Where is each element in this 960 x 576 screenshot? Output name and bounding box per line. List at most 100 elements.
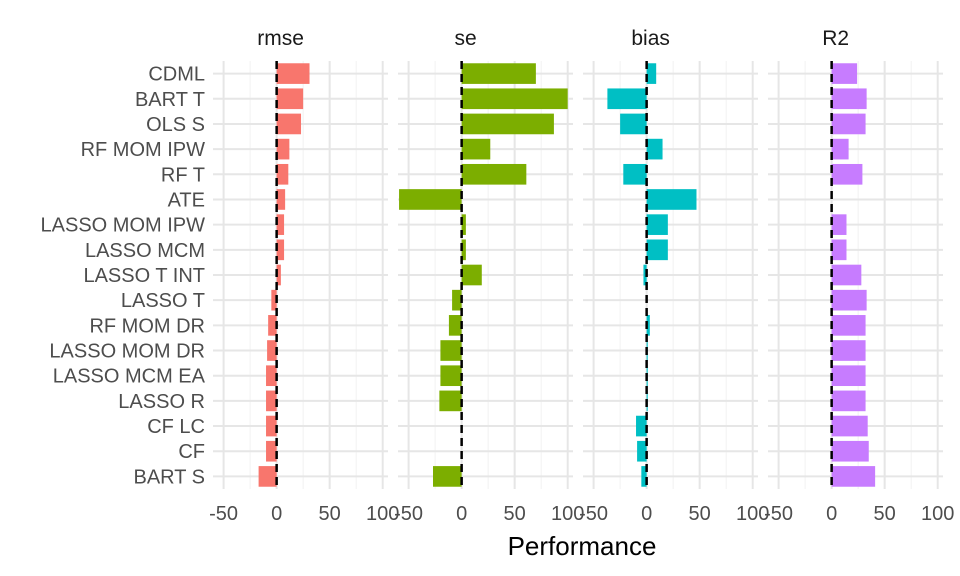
- bar-rf-t: [276, 163, 289, 185]
- bar-ols-s: [276, 113, 302, 135]
- bar-lasso-mom-ipw: [831, 214, 847, 235]
- bar-ols-s: [461, 113, 554, 135]
- bar-bart-t: [276, 88, 304, 110]
- bar-cdml: [461, 63, 536, 84]
- category-label: LASSO T INT: [83, 265, 205, 287]
- bar-cf-lc: [636, 415, 647, 437]
- bar-lasso-mom-ipw: [646, 214, 668, 235]
- panel-se: se -50 0 50 100: [394, 27, 584, 525]
- bar-rf-mom-dr: [448, 315, 462, 336]
- category-label: OLS S: [146, 114, 205, 136]
- bar-lasso-mom-dr: [440, 340, 462, 361]
- bar-bart-s: [831, 466, 876, 487]
- category-label: RF MOM IPW: [81, 139, 206, 161]
- x-tick-label: 0: [641, 503, 652, 525]
- panel-bias: bias -50 0 50 100: [579, 27, 769, 525]
- bar-lasso-mom-dr: [831, 340, 866, 361]
- bar-bart-t: [461, 88, 568, 110]
- bar-lasso-mcm: [276, 239, 285, 261]
- x-tick-label: 100: [366, 503, 399, 525]
- bar-rf-mom-dr: [831, 315, 866, 336]
- bar-rf-mom-ipw: [276, 138, 290, 160]
- x-axis-title: Performance: [508, 531, 657, 561]
- bar-ate: [646, 189, 697, 210]
- bar-lasso-r: [831, 390, 866, 412]
- bar-rf-t: [461, 163, 527, 185]
- bar-bart-s: [641, 466, 647, 487]
- bar-lasso-mom-dr: [267, 340, 277, 361]
- bar-rf-t: [831, 163, 863, 185]
- x-tick-label: 100: [551, 503, 584, 525]
- bar-cf: [266, 440, 277, 462]
- x-tick-label: -50: [764, 503, 793, 525]
- x-tick-label: -50: [579, 503, 608, 525]
- bar-lasso-t: [271, 289, 277, 311]
- bar-lasso-t-int: [461, 264, 482, 286]
- bar-lasso-t: [831, 289, 867, 311]
- bar-ate: [276, 189, 286, 210]
- bar-ols-s: [620, 113, 647, 135]
- bar-lasso-mcm-ea: [831, 365, 866, 387]
- x-tick-label: 100: [736, 503, 769, 525]
- x-tick-label: 50: [319, 503, 341, 525]
- category-label: LASSO R: [118, 391, 205, 413]
- bar-lasso-mcm-ea: [266, 365, 277, 387]
- x-tick-label: 0: [271, 503, 282, 525]
- bar-lasso-r: [439, 390, 462, 412]
- bar-bart-t: [607, 88, 647, 110]
- category-label: ATE: [168, 189, 205, 211]
- panel-R2: R2 -50 0 50 100: [764, 27, 954, 525]
- category-label: BART T: [135, 89, 205, 111]
- panel-title: bias: [631, 27, 670, 50]
- category-label: CF LC: [147, 416, 205, 438]
- category-label: LASSO MOM DR: [49, 341, 205, 363]
- category-label: BART S: [133, 466, 205, 488]
- bar-cf-lc: [266, 415, 277, 437]
- panel-title: rmse: [257, 27, 304, 50]
- bar-cdml: [831, 63, 858, 84]
- category-label: LASSO MCM: [85, 240, 205, 262]
- bar-cf: [637, 440, 647, 462]
- bar-lasso-t-int: [831, 264, 862, 286]
- x-tick-label: -50: [209, 503, 238, 525]
- bar-lasso-r: [266, 390, 277, 412]
- category-label: CDML: [148, 64, 205, 86]
- bar-bart-s: [433, 466, 462, 487]
- panel-title: se: [455, 27, 477, 50]
- category-label: LASSO T: [121, 290, 205, 312]
- bar-rf-t: [623, 163, 647, 185]
- bar-ate: [399, 189, 462, 210]
- category-label: CF: [178, 441, 205, 463]
- bar-bart-t: [831, 88, 867, 110]
- category-labels: CDML BART T OLS S RF MOM IPW RF T ATE LASSO MO…: [41, 64, 206, 489]
- x-tick-label: 50: [504, 503, 526, 525]
- category-label: LASSO MCM EA: [53, 366, 206, 388]
- bar-bart-s: [258, 466, 277, 487]
- category-label: RF T: [161, 164, 205, 186]
- bar-rf-mom-dr: [268, 315, 277, 336]
- bar-rf-mom-ipw: [646, 138, 663, 160]
- panel-rmse: rmse -50 0 50 100: [209, 27, 399, 525]
- bar-rf-mom-ipw: [831, 138, 849, 160]
- bar-lasso-t-int: [276, 264, 281, 286]
- x-tick-label: -50: [394, 503, 423, 525]
- bar-lasso-mcm-ea: [440, 365, 462, 387]
- chart-panels: rmse -50 0 50 100 se -50 0 50 100 bias -50 0 50 100 R2 -…: [209, 27, 954, 525]
- bar-lasso-mcm: [646, 239, 668, 261]
- bar-lasso-t-int: [643, 264, 647, 286]
- x-tick-label: 50: [689, 503, 711, 525]
- category-label: LASSO MOM IPW: [41, 215, 206, 237]
- category-label: RF MOM DR: [89, 315, 205, 337]
- bar-lasso-mom-ipw: [461, 214, 466, 235]
- bar-rf-mom-dr: [646, 315, 650, 336]
- panel-title: R2: [822, 27, 849, 50]
- bar-cdml: [276, 63, 310, 84]
- bar-lasso-mom-ipw: [276, 214, 285, 235]
- x-tick-label: 100: [921, 503, 954, 525]
- bar-lasso-t: [452, 289, 462, 311]
- x-tick-label: 0: [826, 503, 837, 525]
- bar-cdml: [646, 63, 657, 84]
- bar-rf-mom-ipw: [461, 138, 491, 160]
- bar-lasso-mcm: [831, 239, 847, 261]
